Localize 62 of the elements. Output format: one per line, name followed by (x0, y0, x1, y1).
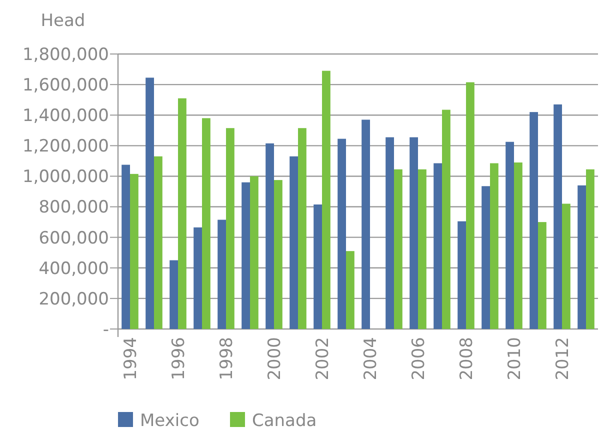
bar (338, 138, 346, 329)
bar (362, 120, 370, 329)
y-tick-label: 1,600,000 (22, 76, 109, 96)
bar (146, 78, 154, 329)
bar (178, 98, 186, 329)
bar (418, 169, 426, 329)
bar (394, 169, 402, 329)
bar (266, 143, 274, 329)
y-axis-title: Head (40, 11, 86, 31)
y-tick-label: 200,000 (38, 289, 109, 310)
y-tick-label: 800,000 (38, 198, 109, 218)
bar (386, 137, 394, 329)
bar (218, 220, 226, 329)
x-tick-label: 2010 (504, 337, 525, 380)
bar (122, 164, 130, 329)
y-tick-label: 1,800,000 (22, 44, 109, 65)
bar (274, 180, 282, 329)
y-tick-label: - (102, 320, 109, 340)
bar (130, 174, 138, 329)
legend-label: Mexico (140, 410, 200, 431)
bar (530, 112, 538, 329)
x-tick-label: 2000 (264, 337, 285, 380)
x-tick-label: 2004 (360, 337, 381, 380)
legend-label: Canada (252, 410, 317, 431)
bar (242, 182, 250, 329)
bar (170, 260, 178, 329)
y-tick-label: 400,000 (38, 258, 109, 279)
bar (314, 204, 322, 329)
x-tick-label: 2006 (408, 337, 429, 380)
x-tick-label: 1998 (216, 337, 237, 380)
bar (346, 251, 354, 329)
x-tick-label: 2002 (312, 337, 333, 380)
x-tick-label: 1996 (168, 337, 189, 380)
x-tick-label: 2012 (552, 337, 573, 380)
x-tick-label: 2008 (456, 337, 477, 380)
bar (482, 186, 490, 329)
bar (434, 163, 442, 329)
y-tick-label: 1,000,000 (22, 167, 109, 188)
bar (154, 156, 162, 329)
bar (458, 221, 466, 329)
x-tick-label: 1994 (120, 337, 141, 380)
y-tick-label: 1,400,000 (22, 106, 109, 126)
y-tick-label: 600,000 (38, 228, 109, 248)
y-tick-label: 1,200,000 (22, 136, 109, 157)
bar (490, 163, 498, 329)
bar (586, 169, 594, 329)
bar (466, 82, 474, 329)
bar (194, 227, 202, 329)
bar (578, 185, 586, 329)
bar (250, 176, 258, 329)
bar (322, 70, 330, 329)
bar (554, 104, 562, 329)
bar (514, 162, 522, 329)
bar (442, 110, 450, 329)
bar (538, 222, 546, 329)
bar (202, 118, 210, 329)
bar (562, 204, 570, 329)
bar (290, 156, 298, 329)
bar (226, 128, 234, 329)
bar (506, 142, 514, 329)
bar (410, 137, 418, 329)
bar (298, 128, 306, 329)
